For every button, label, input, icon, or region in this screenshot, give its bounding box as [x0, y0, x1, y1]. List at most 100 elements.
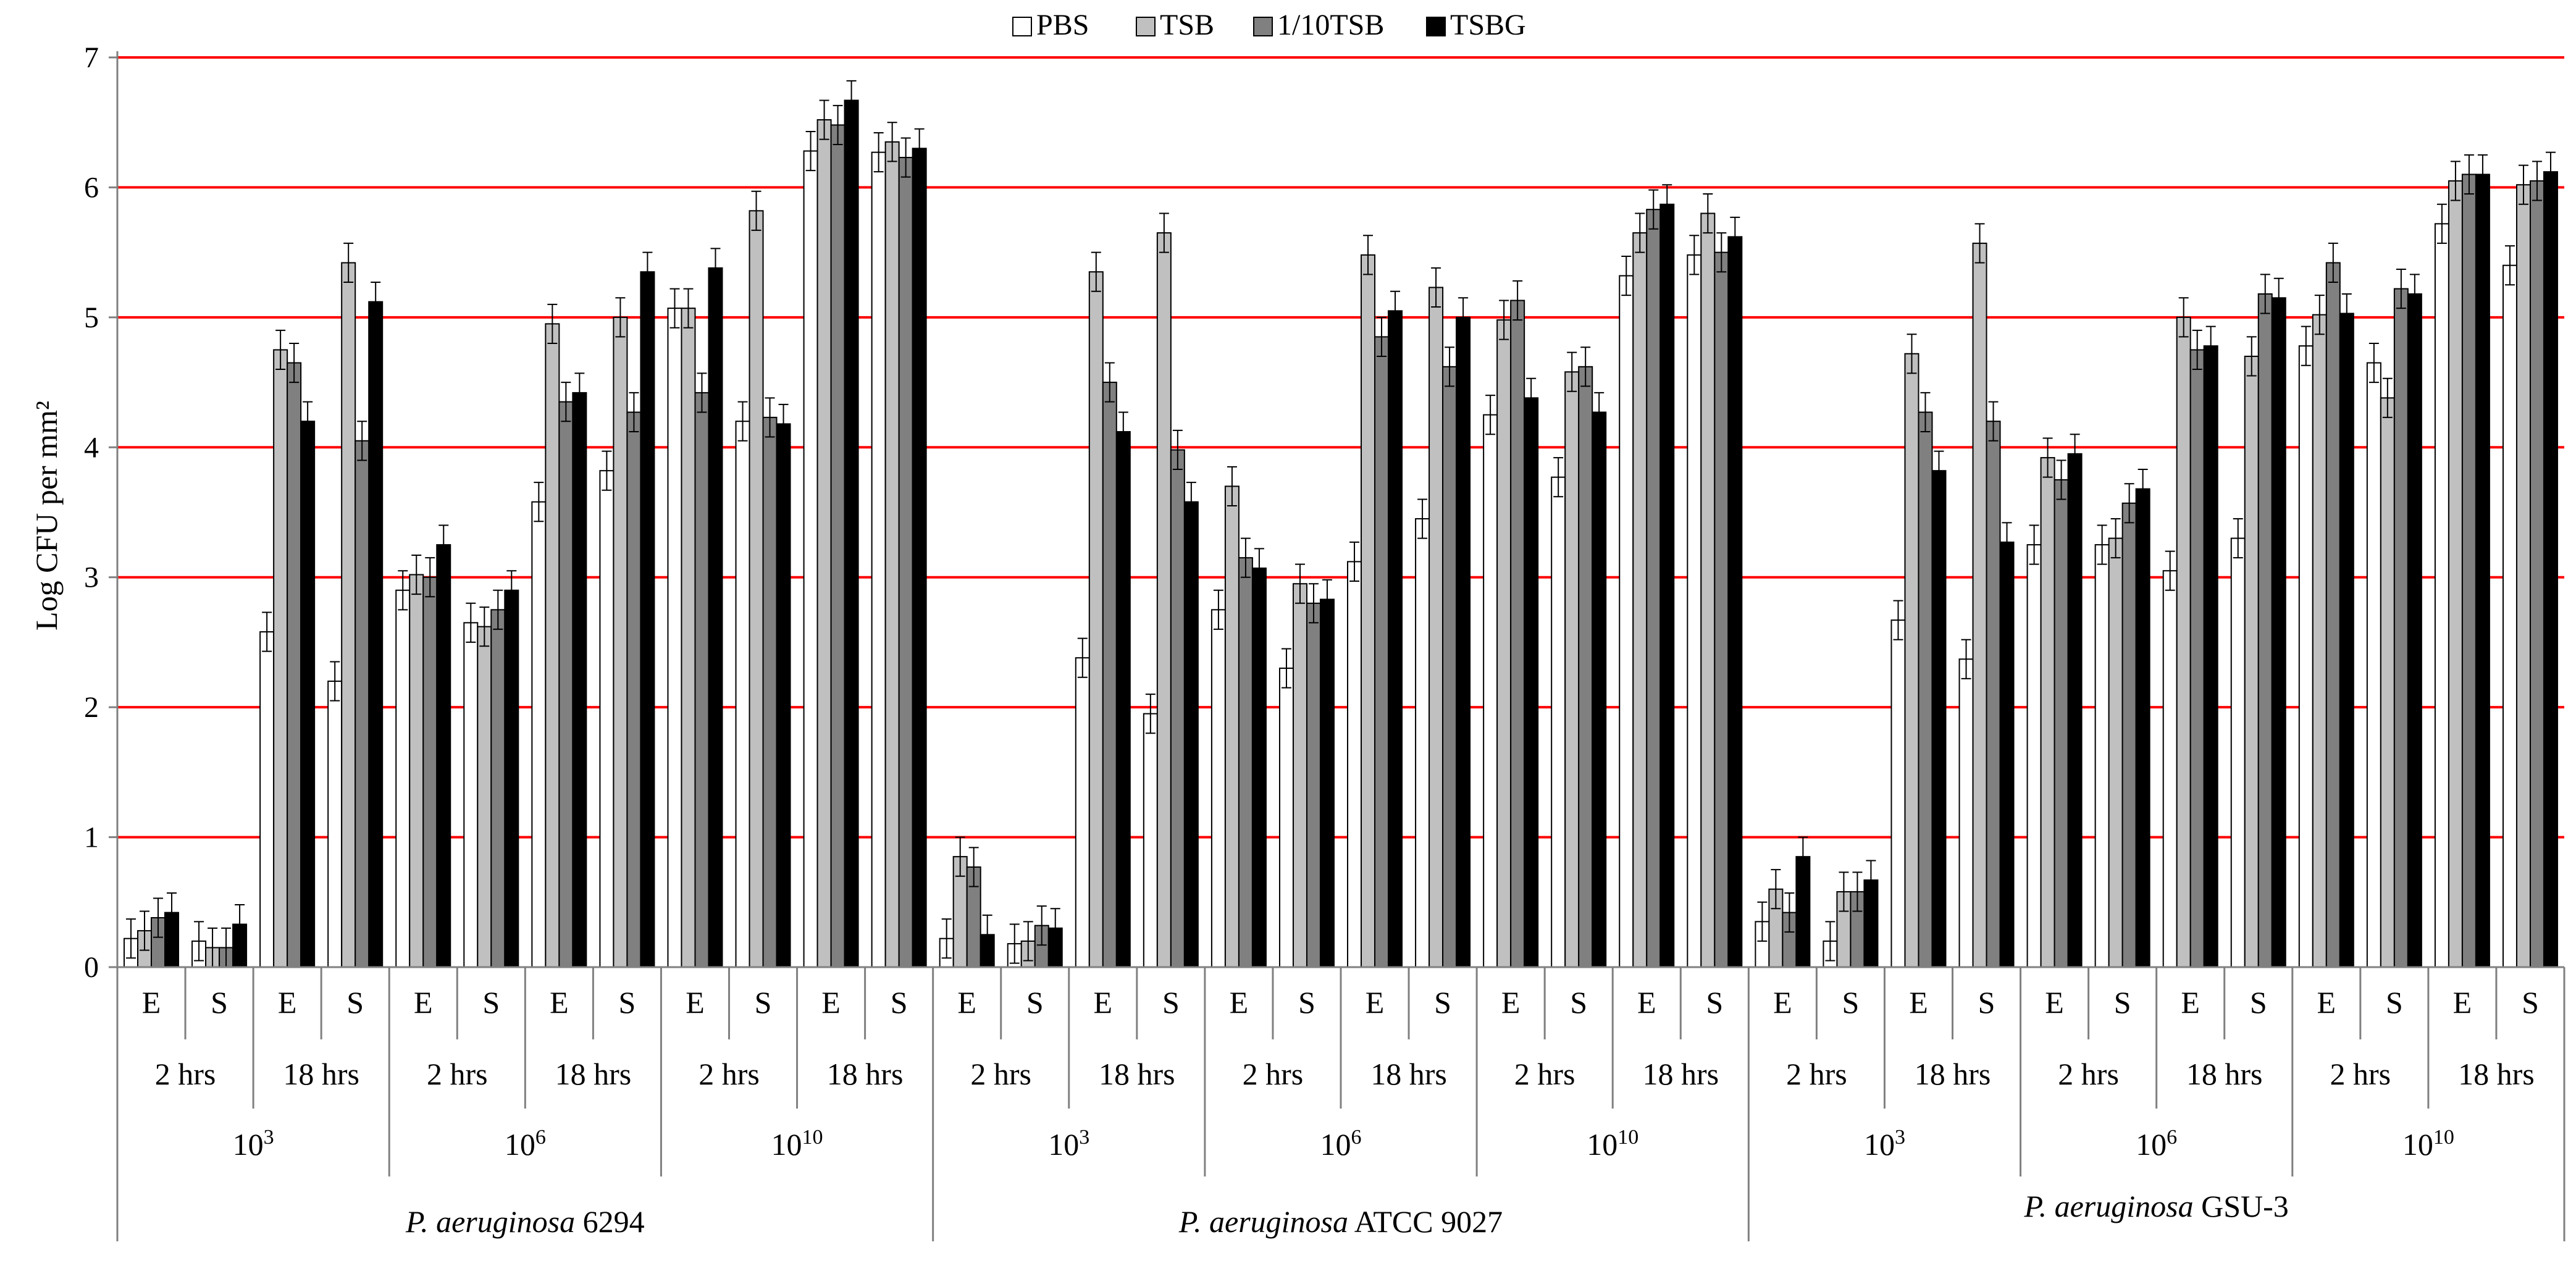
bar-TSB [816, 119, 832, 968]
x-tick-label-time: 2 hrs [155, 1057, 216, 1091]
bar-PBS [1415, 518, 1430, 968]
axes: 0 1 2 3 4 5 6 7 E S E S E S E S E S E S E S E S E S E S E S E S E S E S E S E S… [84, 41, 2566, 1241]
x-tick-label-condition: S [1026, 985, 1044, 1020]
x-tick-label-condition: S [619, 985, 636, 1020]
bar-1-10TSB [1170, 449, 1185, 968]
bar-TSB [2448, 180, 2463, 968]
bar-TSBG [844, 99, 859, 968]
bar-1-10TSB [2393, 288, 2409, 968]
bar-1-10TSB [558, 401, 574, 968]
x-tick-label-condition: E [1094, 985, 1113, 1020]
y-tick-label: 3 [84, 561, 99, 594]
bar-PBS [2026, 544, 2042, 968]
bar-1-10TSB [2257, 293, 2273, 968]
y-tick-label: 4 [84, 431, 99, 464]
y-tick-label: 6 [84, 171, 99, 204]
bar-PBS [1143, 713, 1158, 968]
bar-TSBG [1592, 411, 1607, 968]
x-tick-label-condition: E [686, 985, 705, 1020]
x-tick-label-condition: E [957, 985, 976, 1020]
bar-TSB [341, 262, 356, 968]
bar-TSB [884, 141, 900, 968]
y-tick-label: 5 [84, 301, 99, 334]
bar-TSB [2176, 316, 2191, 968]
bar-PBS [871, 151, 886, 968]
x-tick-label-time: 2 hrs [699, 1057, 760, 1091]
bar-PBS [667, 308, 682, 968]
y-tick-label: 2 [84, 691, 99, 724]
x-tick-label-condition: E [1637, 985, 1656, 1020]
bar-TSBG [1115, 431, 1131, 968]
bar-TSB [2380, 397, 2395, 968]
bar-TSBG [1999, 541, 2015, 968]
bar-TSBG [2067, 453, 2083, 968]
x-tick-label-condition: E [550, 985, 569, 1020]
x-tick-label-time: 2 hrs [1514, 1057, 1575, 1091]
bar-TSB [273, 349, 288, 968]
x-tick-label-condition: S [482, 985, 500, 1020]
bar-PBS [2230, 537, 2246, 968]
x-tick-label-time: 2 hrs [427, 1057, 488, 1091]
bar-1-10TSB [2325, 262, 2341, 968]
strain-label: P. aeruginosa 6294 [405, 1204, 645, 1239]
bar-1-10TSB [490, 609, 506, 968]
x-tick-label-time: 18 hrs [2458, 1057, 2535, 1091]
x-tick-label-inoculum: 106 [2136, 1126, 2177, 1162]
x-tick-label-condition: S [891, 985, 908, 1020]
x-tick-label-condition: S [1570, 985, 1587, 1020]
x-tick-label-condition: E [414, 985, 433, 1020]
bar-1-10TSB [422, 576, 438, 968]
x-tick-label-inoculum: 1010 [771, 1126, 823, 1162]
bar-1-10TSB [2189, 349, 2205, 968]
x-tick-label-condition: S [1978, 985, 1995, 1020]
x-tick-label-condition: S [2250, 985, 2267, 1020]
bar-1-10TSB [762, 416, 778, 968]
bar-TSBG [2135, 488, 2150, 968]
y-tick-label: 7 [84, 41, 99, 74]
bar-PBS [2366, 362, 2381, 968]
x-tick-label-time: 18 hrs [1642, 1057, 1719, 1091]
bar-TSBG [1388, 310, 1403, 968]
x-tick-label-condition: E [1230, 985, 1249, 1020]
bar-TSBG [640, 271, 655, 968]
bar-PBS [395, 589, 411, 968]
bar-TSBG [436, 544, 451, 968]
bar-TSB [1972, 242, 1987, 968]
bar-1-10TSB [1986, 421, 2001, 968]
bar-PBS [1619, 275, 1634, 968]
x-tick-label-time: 2 hrs [2330, 1057, 2391, 1091]
bar-TSBG [368, 301, 384, 968]
bar-TSB [1156, 232, 1172, 968]
bar-TSB [2312, 314, 2327, 968]
x-tick-label-condition: E [1773, 985, 1792, 1020]
bar-PBS [1687, 254, 1702, 968]
bar-1-10TSB [830, 124, 845, 968]
bar-TSB [1224, 485, 1240, 968]
x-tick-label-condition: S [2114, 985, 2131, 1020]
bar-TSB [681, 308, 696, 968]
bar-1-10TSB [626, 411, 642, 968]
legend-swatch [1253, 17, 1273, 36]
bar-1-10TSB [1442, 366, 1458, 968]
bar-PBS [803, 150, 818, 968]
bar-TSB [1429, 287, 1444, 968]
bar-1-10TSB [1374, 336, 1390, 968]
bar-TSB [1292, 583, 1307, 968]
bar-TSB [1564, 371, 1580, 968]
bar-TSBG [708, 267, 723, 968]
bar-TSBG [504, 589, 519, 968]
x-tick-label-condition: E [2045, 985, 2064, 1020]
x-tick-label-time: 18 hrs [283, 1057, 359, 1091]
bar-PBS [2298, 345, 2314, 968]
x-tick-label-condition: S [1434, 985, 1451, 1020]
bar-TSBG [1931, 470, 1947, 968]
bar-TSB [613, 316, 628, 968]
bar-TSB [1700, 212, 1716, 968]
x-tick-label-condition: E [2453, 985, 2472, 1020]
bar-1-10TSB [898, 157, 913, 968]
bar-TSB [477, 626, 492, 968]
x-tick-label-inoculum: 106 [505, 1126, 546, 1162]
legend-label: TSBG [1450, 9, 1526, 41]
bar-1-10TSB [2121, 502, 2137, 968]
y-tick-label: 0 [84, 951, 99, 984]
